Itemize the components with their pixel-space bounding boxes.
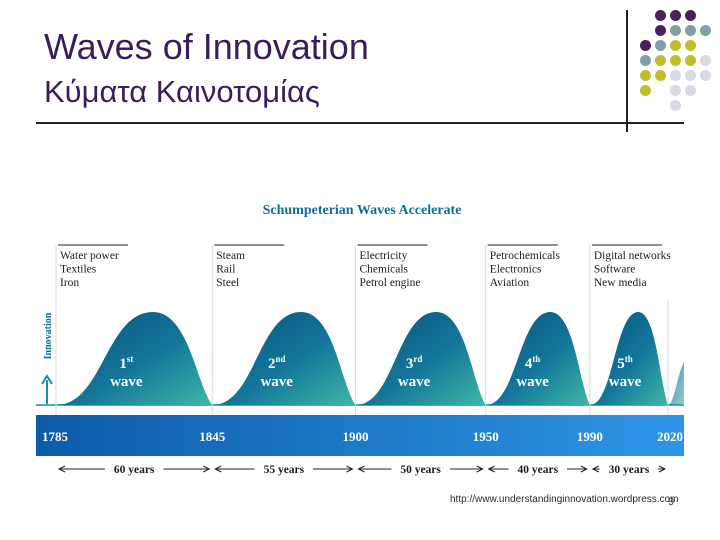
duration-arrow-left (214, 465, 222, 473)
tech-label: Electricity (359, 250, 407, 262)
page-number: 9 (668, 496, 675, 508)
duration-arrow-right (203, 465, 211, 473)
tech-label: Iron (60, 277, 79, 289)
tech-label: Digital networks (594, 250, 671, 262)
duration-label-bg (599, 461, 659, 477)
corner-dot (685, 25, 696, 36)
wave-area (485, 312, 590, 405)
wave-label: wave (609, 374, 642, 390)
wave-area (355, 312, 486, 405)
wave-ordinal-suffix: rd (413, 354, 422, 364)
wave-label: wave (110, 374, 143, 390)
year-tick-label: 2020 (657, 429, 683, 444)
corner-dot (670, 25, 681, 36)
corner-dot (670, 10, 681, 21)
duration-label-bg (104, 461, 164, 477)
duration-label-bg (254, 461, 314, 477)
duration-arrow-right (476, 465, 484, 473)
corner-dot (640, 70, 651, 81)
corner-dot (655, 25, 666, 36)
corner-dot (700, 70, 711, 81)
next-wave-area (668, 362, 684, 405)
timeline-band (36, 415, 684, 456)
year-tick-label: 1900 (342, 429, 368, 444)
corner-dot-grid (640, 10, 716, 116)
y-axis-label: Innovation (43, 312, 54, 359)
tech-label: Aviation (490, 277, 530, 289)
wave-ordinal-suffix: th (532, 354, 540, 364)
wave-ordinal-suffix: nd (275, 354, 285, 364)
duration-arrow-left (487, 465, 495, 473)
chart-title: Schumpeterian Waves Accelerate (263, 203, 462, 218)
corner-dot (640, 40, 651, 51)
corner-dot (655, 55, 666, 66)
wave-ordinal-suffix: th (625, 354, 633, 364)
duration-label: 40 years (518, 464, 559, 476)
source-link[interactable]: http://www.understandinginnovation.wordp… (450, 494, 679, 505)
tech-label: Textiles (60, 264, 97, 276)
year-tick-label: 1785 (42, 429, 69, 444)
corner-dot (655, 40, 666, 51)
wave-ordinal-suffix: st (127, 354, 134, 364)
slide-subtitle: Κύματα Καινοτομίας (44, 74, 320, 109)
wave-label: wave (398, 374, 431, 390)
corner-dot (685, 40, 696, 51)
wave-label: wave (516, 374, 549, 390)
corner-dot (655, 70, 666, 81)
wave-area (212, 312, 356, 405)
year-tick-label: 1845 (199, 429, 226, 444)
year-tick-label: 1990 (577, 429, 603, 444)
wave-area (589, 312, 668, 405)
corner-dot (670, 100, 681, 111)
tech-label: Steel (216, 277, 239, 289)
tech-label: Rail (216, 264, 235, 276)
duration-arrow-left (591, 465, 600, 473)
duration-arrow-right (580, 465, 588, 473)
slide-title: Waves of Innovation (44, 26, 369, 67)
title-divider (36, 122, 684, 124)
duration-label-bg (391, 461, 450, 477)
year-tick-label: 1950 (473, 429, 499, 444)
corner-dot (685, 70, 696, 81)
tech-label: Water power (60, 250, 119, 262)
wave-area (56, 312, 213, 405)
tech-label: Petrochemicals (490, 250, 561, 262)
duration-arrow-right (346, 465, 354, 473)
duration-label-bg (508, 461, 567, 477)
corner-dot (700, 55, 711, 66)
wave-label: wave (260, 374, 293, 390)
tech-label: Steam (216, 250, 245, 262)
corner-dot (670, 40, 681, 51)
duration-label: 60 years (114, 464, 155, 476)
y-axis-arrowhead (41, 374, 53, 385)
duration-arrow-right (658, 465, 667, 473)
tech-label: Chemicals (359, 264, 408, 276)
corner-dot (640, 85, 651, 96)
corner-dot (670, 70, 681, 81)
duration-arrow-left (357, 465, 365, 473)
corner-dot (685, 10, 696, 21)
corner-dot (700, 25, 711, 36)
corner-dot (685, 85, 696, 96)
corner-dot (670, 85, 681, 96)
corner-divider (626, 10, 628, 132)
corner-dot (640, 55, 651, 66)
tech-label: New media (594, 277, 647, 289)
duration-label: 55 years (264, 464, 305, 476)
tech-label: Software (594, 264, 636, 276)
tech-label: Electronics (490, 264, 542, 276)
duration-label: 50 years (400, 464, 441, 476)
duration-label: 30 years (609, 464, 650, 476)
corner-dot (685, 55, 696, 66)
corner-dot (670, 55, 681, 66)
corner-dot (655, 10, 666, 21)
duration-arrow-left (57, 465, 66, 473)
tech-label: Petrol engine (359, 277, 420, 289)
